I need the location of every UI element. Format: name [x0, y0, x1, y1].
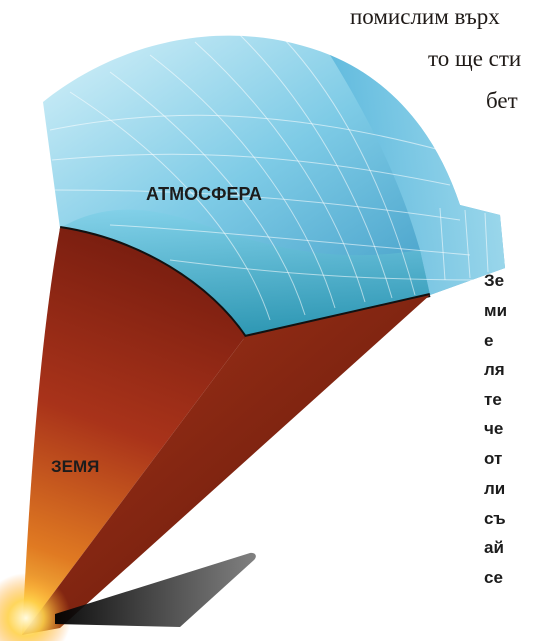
top-text-line-2: то ще сти	[428, 46, 522, 71]
side-text-line-9: съ	[484, 509, 506, 528]
side-text-line-1: Зе	[484, 271, 505, 290]
earth-label: ЗЕМЯ	[51, 457, 100, 476]
side-text-line-8: ли	[484, 479, 506, 498]
top-text-line-3: бет	[486, 88, 518, 113]
shadow-slab	[55, 552, 256, 627]
side-text-line-5: те	[484, 390, 502, 409]
side-text-line-11: се	[484, 568, 503, 587]
side-text-line-10: ай	[484, 538, 504, 557]
side-text-line-4: ля	[484, 360, 505, 379]
side-text-line-6: че	[484, 419, 504, 438]
top-text-line-1: помислим върх	[350, 4, 500, 29]
earth-layer	[0, 228, 430, 641]
side-text-line-7: от	[484, 449, 503, 468]
side-text-line-2: ми	[484, 301, 508, 320]
side-text-line-3: е	[484, 331, 494, 350]
atmosphere-label: АТМОСФЕРА	[146, 184, 262, 204]
